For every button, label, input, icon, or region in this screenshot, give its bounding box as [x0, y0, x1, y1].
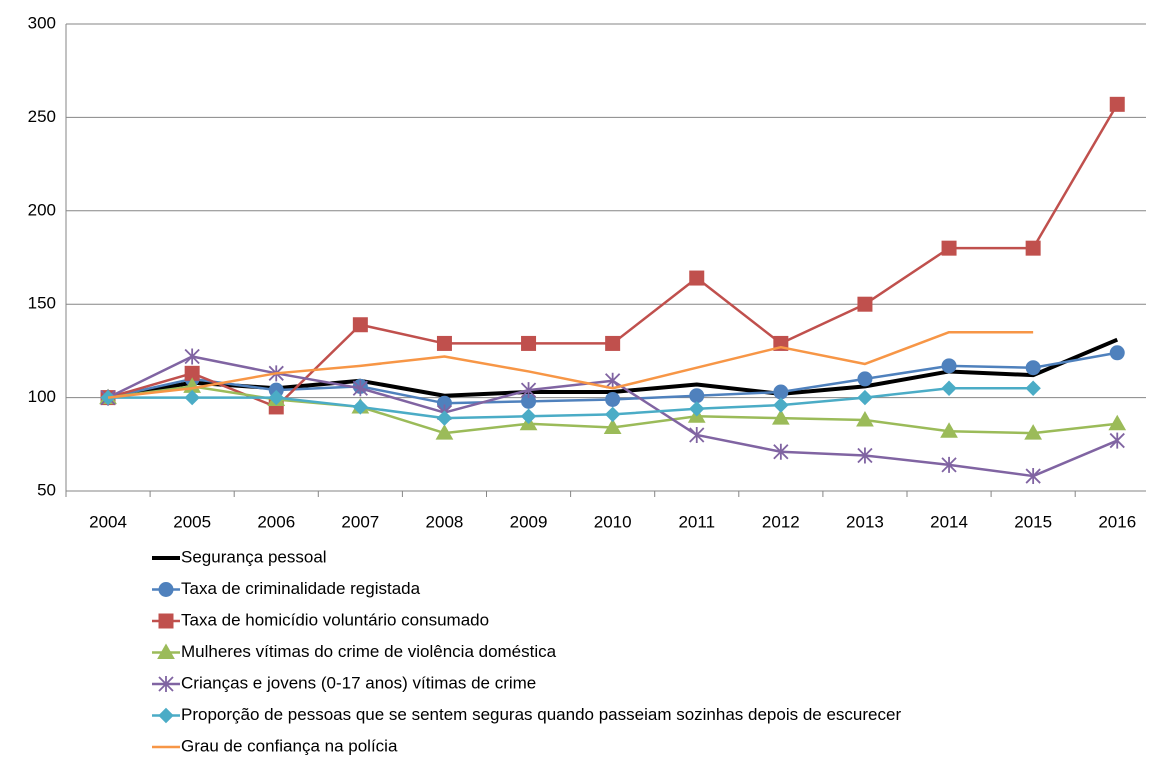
data-point [941, 456, 957, 473]
legend-marker [158, 707, 174, 724]
data-point [436, 410, 453, 426]
data-point [520, 408, 537, 424]
legend-label: Crianças e jovens (0-17 anos) vítimas de… [181, 673, 536, 692]
data-point [604, 406, 621, 423]
data-point [773, 384, 789, 400]
series-line [107, 330, 1034, 399]
data-point [941, 240, 957, 256]
y-tick-label: 300 [28, 13, 56, 32]
data-point [689, 401, 705, 417]
data-point [689, 270, 705, 286]
data-point [1025, 240, 1041, 256]
legend-marker [158, 613, 174, 629]
y-tick-label: 150 [28, 294, 56, 313]
data-point [184, 348, 200, 365]
y-tick-label: 200 [28, 200, 56, 219]
series-line [108, 387, 1034, 420]
legend-marker [158, 676, 174, 692]
x-tick-label: 2013 [846, 512, 884, 531]
x-tick-label: 2007 [341, 512, 379, 531]
legend-label: Proporção de pessoas que se sentem segur… [181, 705, 901, 724]
data-point [689, 388, 705, 404]
legend-label: Taxa de criminalidade registada [181, 579, 421, 598]
data-point [603, 418, 622, 434]
legend-label: Mulheres vítimas do crime de violência d… [181, 642, 557, 661]
data-point [773, 443, 789, 460]
data-point [521, 335, 537, 351]
data-point [605, 391, 621, 407]
legend-label: Segurança pessoal [181, 547, 327, 566]
data-point [184, 389, 200, 406]
data-point [605, 372, 621, 389]
y-tick-label: 100 [28, 387, 56, 406]
x-tick-label: 2008 [426, 512, 464, 531]
data-point [1109, 432, 1125, 449]
data-point [352, 380, 368, 397]
legend-marker [157, 643, 175, 659]
data-point [352, 317, 368, 333]
x-tick-label: 2016 [1098, 512, 1136, 531]
data-point [771, 409, 790, 425]
x-tick-label: 2015 [1014, 512, 1052, 531]
x-tick-label: 2014 [930, 512, 968, 531]
data-point [436, 335, 452, 351]
data-point [857, 371, 873, 387]
data-point [1025, 360, 1041, 376]
data-point [941, 380, 957, 396]
data-point [856, 411, 874, 427]
data-point [689, 426, 705, 443]
data-point [857, 389, 873, 406]
data-point [1108, 414, 1127, 431]
data-point [435, 424, 454, 440]
data-point [1025, 468, 1041, 485]
x-tick-label: 2009 [510, 512, 548, 531]
data-point [1024, 424, 1043, 440]
data-point [1109, 345, 1125, 361]
series-line [107, 103, 1119, 409]
y-tick-label: 250 [28, 107, 56, 126]
x-tick-label: 2005 [173, 512, 211, 531]
x-tick-label: 2011 [678, 512, 715, 531]
data-point [941, 358, 957, 374]
data-point [857, 296, 873, 312]
x-tick-label: 2010 [594, 512, 632, 531]
data-point [605, 335, 621, 351]
legend-label: Taxa de homicídio voluntário consumado [181, 610, 489, 629]
x-tick-label: 2012 [762, 512, 800, 531]
x-tick-label: 2006 [257, 512, 295, 531]
data-point [268, 389, 284, 406]
x-tick-label: 2004 [89, 512, 127, 531]
data-point [352, 399, 369, 415]
data-point [1025, 380, 1041, 396]
data-point [857, 447, 873, 464]
legend-marker [158, 582, 174, 597]
data-point [773, 397, 789, 413]
data-point [1109, 96, 1125, 112]
legend-label: Grau de confiança na polícia [181, 736, 398, 755]
data-point [520, 382, 537, 399]
y-tick-label: 50 [37, 480, 56, 499]
data-point [940, 422, 958, 438]
